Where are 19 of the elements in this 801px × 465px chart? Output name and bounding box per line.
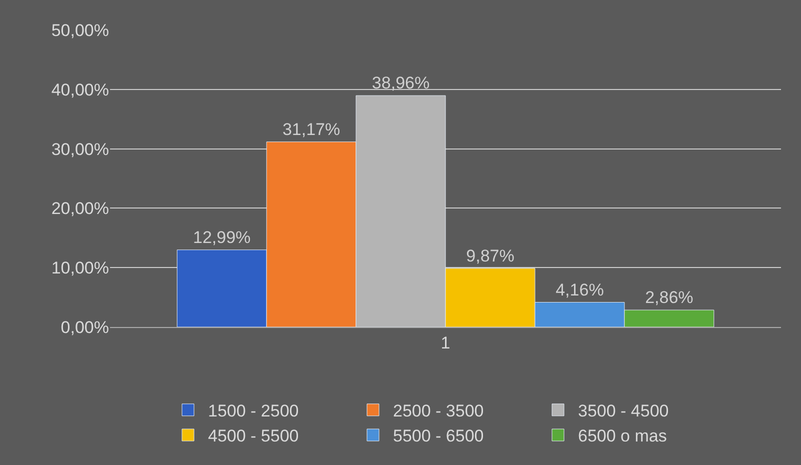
y-tick-label: 50,00%: [51, 20, 109, 40]
legend-label: 1500 - 2500: [208, 402, 299, 421]
data-label: 31,17%: [282, 120, 340, 139]
data-label: 12,99%: [193, 228, 251, 247]
y-tick-label: 20,00%: [51, 199, 109, 218]
data-label: 2,86%: [645, 288, 694, 308]
legend-label: 2500 - 3500: [393, 402, 484, 421]
data-label: 4,16%: [556, 280, 604, 300]
y-tick-label: 40,00%: [51, 80, 109, 100]
y-tick-label: 30,00%: [51, 140, 109, 159]
legend-label: 3500 - 4500: [578, 402, 669, 421]
y-tick-label: 10,00%: [51, 258, 109, 278]
legend-label: 6500 o mas: [578, 426, 667, 446]
x-tick-label: 1: [440, 333, 450, 352]
y-tick-label: 0,00%: [60, 318, 109, 337]
legend-label: 5500 - 6500: [393, 426, 484, 446]
data-label: 9,87%: [466, 246, 514, 266]
data-label: 38,96%: [372, 74, 430, 93]
legend-label: 4500 - 5500: [208, 426, 299, 446]
